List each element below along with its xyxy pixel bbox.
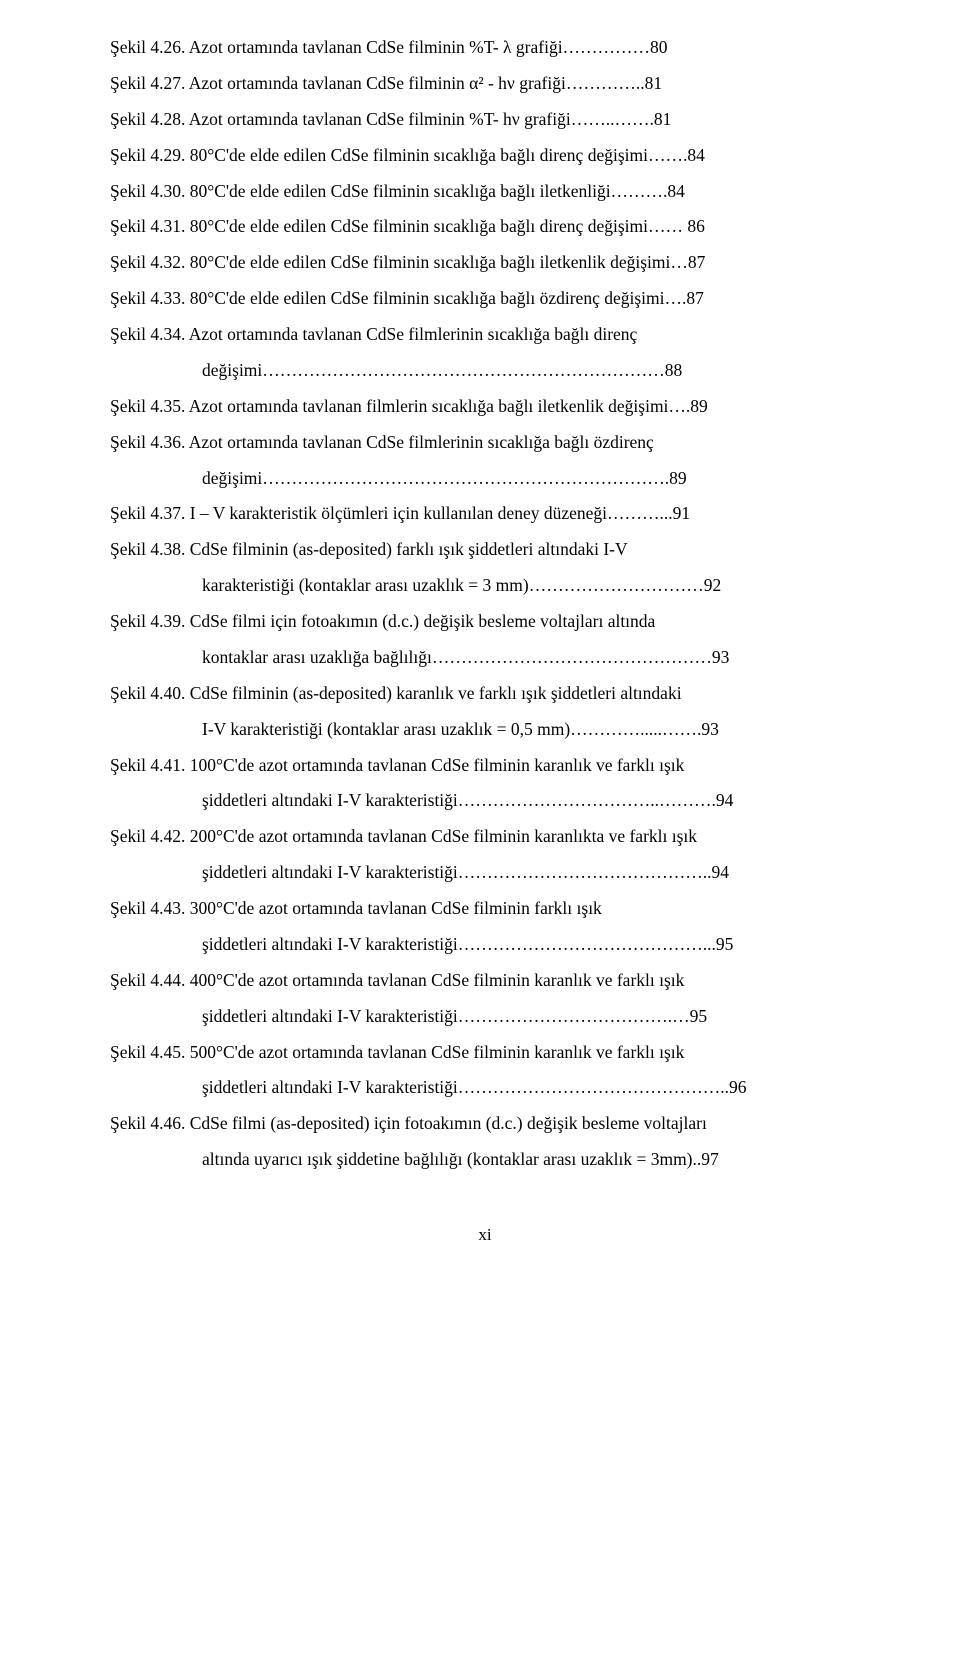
figure-entry: Şekil 4.33. 80°C'de elde edilen CdSe fil… xyxy=(110,281,860,317)
figure-entry-continuation: I-V karakteristiği (kontaklar arası uzak… xyxy=(110,712,860,748)
figure-entry: Şekil 4.44. 400°C'de azot ortamında tavl… xyxy=(110,963,860,999)
page-number: xi xyxy=(110,1218,860,1253)
figure-entry: Şekil 4.43. 300°C'de azot ortamında tavl… xyxy=(110,891,860,927)
figure-entry-continuation: şiddetleri altındaki I-V karakteristiği…… xyxy=(110,1070,860,1106)
figure-entry: Şekil 4.32. 80°C'de elde edilen CdSe fil… xyxy=(110,245,860,281)
figure-entry: Şekil 4.46. CdSe filmi (as-deposited) iç… xyxy=(110,1106,860,1142)
figure-entry-continuation: şiddetleri altındaki I-V karakteristiği…… xyxy=(110,999,860,1035)
figure-list: Şekil 4.26. Azot ortamında tavlanan CdSe… xyxy=(110,30,860,1178)
figure-entry-continuation: kontaklar arası uzaklığa bağlılığı………………… xyxy=(110,640,860,676)
figure-entry: Şekil 4.29. 80°C'de elde edilen CdSe fil… xyxy=(110,138,860,174)
figure-entry-continuation: değişimi…………………………………………………………….89 xyxy=(110,461,860,497)
figure-entry: Şekil 4.26. Azot ortamında tavlanan CdSe… xyxy=(110,30,860,66)
figure-entry: Şekil 4.36. Azot ortamında tavlanan CdSe… xyxy=(110,425,860,461)
figure-entry-continuation: şiddetleri altındaki I-V karakteristiği…… xyxy=(110,855,860,891)
figure-entry-continuation: karakteristiği (kontaklar arası uzaklık … xyxy=(110,568,860,604)
figure-entry: Şekil 4.31. 80°C'de elde edilen CdSe fil… xyxy=(110,209,860,245)
figure-entry: Şekil 4.42. 200°C'de azot ortamında tavl… xyxy=(110,819,860,855)
figure-entry: Şekil 4.34. Azot ortamında tavlanan CdSe… xyxy=(110,317,860,353)
figure-entry: Şekil 4.40. CdSe filminin (as-deposited)… xyxy=(110,676,860,712)
figure-entry: Şekil 4.37. I – V karakteristik ölçümler… xyxy=(110,496,860,532)
figure-entry: Şekil 4.39. CdSe filmi için fotoakımın (… xyxy=(110,604,860,640)
figure-entry: Şekil 4.38. CdSe filminin (as-deposited)… xyxy=(110,532,860,568)
figure-entry: Şekil 4.30. 80°C'de elde edilen CdSe fil… xyxy=(110,174,860,210)
figure-entry: Şekil 4.27. Azot ortamında tavlanan CdSe… xyxy=(110,66,860,102)
figure-entry: Şekil 4.41. 100°C'de azot ortamında tavl… xyxy=(110,748,860,784)
figure-entry: Şekil 4.45. 500°C'de azot ortamında tavl… xyxy=(110,1035,860,1071)
figure-entry-continuation: değişimi……………………………………………………………88 xyxy=(110,353,860,389)
figure-entry: Şekil 4.28. Azot ortamında tavlanan CdSe… xyxy=(110,102,860,138)
figure-entry-continuation: altında uyarıcı ışık şiddetine bağlılığı… xyxy=(110,1142,860,1178)
figure-entry-continuation: şiddetleri altındaki I-V karakteristiği…… xyxy=(110,927,860,963)
figure-entry: Şekil 4.35. Azot ortamında tavlanan film… xyxy=(110,389,860,425)
figure-entry-continuation: şiddetleri altındaki I-V karakteristiği…… xyxy=(110,783,860,819)
